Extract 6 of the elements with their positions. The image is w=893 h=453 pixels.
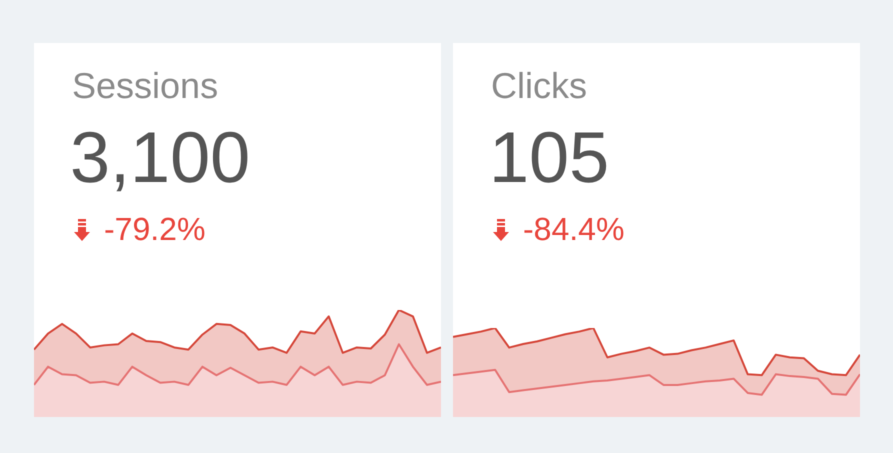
text: -79.2% [104,211,206,248]
text: -84.4% [523,211,624,248]
text: 3,100 [70,117,250,199]
chart-title: Sessions [72,65,218,107]
chart-title: Clicks [491,65,587,107]
text: 105 [489,117,610,199]
